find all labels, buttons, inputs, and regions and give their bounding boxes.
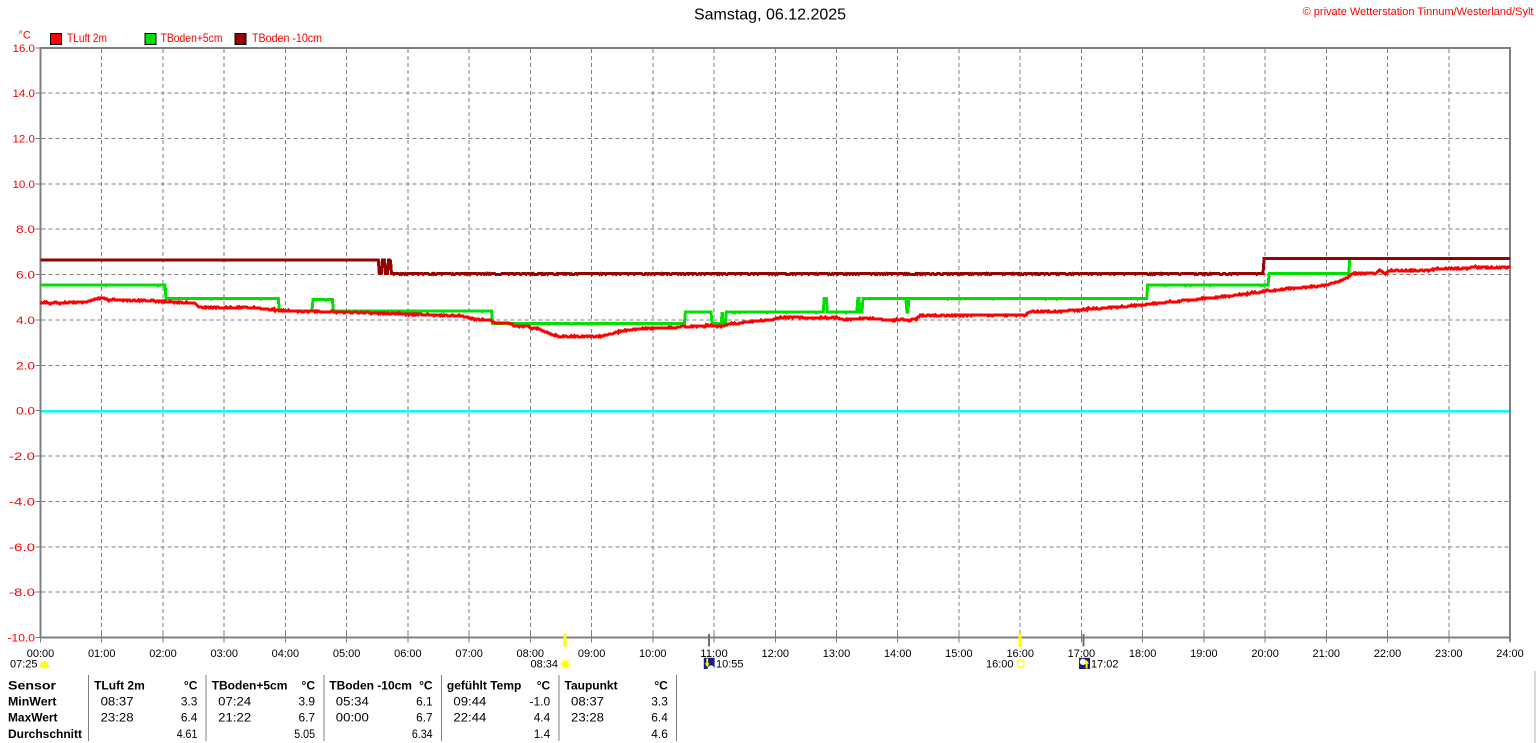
svg-text:18:00: 18:00 — [1129, 648, 1157, 660]
svg-text:4.4: 4.4 — [534, 711, 551, 725]
svg-text:8.0: 8.0 — [16, 224, 35, 236]
svg-text:16:00: 16:00 — [986, 659, 1014, 671]
svg-text:TLuft 2m: TLuft 2m — [94, 678, 145, 692]
svg-text:2.0: 2.0 — [16, 360, 35, 372]
svg-text:16.0: 16.0 — [13, 43, 36, 55]
svg-text:15:00: 15:00 — [945, 648, 973, 660]
svg-text:19:00: 19:00 — [1190, 648, 1218, 660]
svg-text:6.34: 6.34 — [412, 727, 433, 741]
svg-text:07:25: 07:25 — [10, 659, 38, 671]
svg-text:6.4: 6.4 — [651, 711, 668, 725]
svg-text:11:00: 11:00 — [700, 648, 728, 660]
svg-text:08:00: 08:00 — [517, 648, 545, 660]
svg-text:10:00: 10:00 — [639, 648, 667, 660]
svg-text:23:28: 23:28 — [571, 711, 604, 725]
svg-text:3.9: 3.9 — [299, 695, 316, 709]
svg-text:02:00: 02:00 — [149, 648, 177, 660]
svg-text:21:22: 21:22 — [218, 711, 251, 725]
svg-text:TLuft 2m: TLuft 2m — [67, 31, 107, 45]
svg-text:Samstag, 06.12.2025: Samstag, 06.12.2025 — [694, 7, 846, 24]
svg-text:05:34: 05:34 — [336, 695, 369, 709]
svg-text:17:00: 17:00 — [1068, 648, 1096, 660]
svg-text:6.1: 6.1 — [416, 695, 433, 709]
svg-text:TBoden+5cm: TBoden+5cm — [212, 678, 288, 692]
svg-text:13:00: 13:00 — [823, 648, 851, 660]
svg-text:-4.0: -4.0 — [9, 496, 35, 508]
svg-text:© private Wetterstation Tinnum: © private Wetterstation Tinnum/Westerlan… — [1303, 6, 1534, 18]
svg-text:6.0: 6.0 — [16, 270, 35, 282]
svg-text:MinWert: MinWert — [8, 695, 57, 709]
svg-text:12:00: 12:00 — [762, 648, 790, 660]
svg-text:20:00: 20:00 — [1251, 648, 1279, 660]
svg-text:gefühlt Temp: gefühlt Temp — [447, 678, 521, 692]
svg-text:5.05: 5.05 — [294, 727, 315, 741]
svg-text:12.0: 12.0 — [13, 134, 36, 146]
svg-text:17:02: 17:02 — [1091, 659, 1119, 671]
svg-text:°C: °C — [537, 678, 551, 692]
svg-text:23:28: 23:28 — [101, 711, 134, 725]
svg-text:00:00: 00:00 — [336, 711, 369, 725]
svg-text:06:00: 06:00 — [394, 648, 422, 660]
svg-text:TBoden+5cm: TBoden+5cm — [161, 31, 223, 45]
svg-text:4.6: 4.6 — [651, 727, 668, 741]
svg-text:TBoden -10cm: TBoden -10cm — [329, 678, 412, 692]
svg-text:23:00: 23:00 — [1435, 648, 1463, 660]
svg-text:09:44: 09:44 — [453, 695, 486, 709]
svg-text:-6.0: -6.0 — [9, 542, 35, 554]
svg-text:6.7: 6.7 — [416, 711, 433, 725]
svg-text:24:00: 24:00 — [1496, 648, 1524, 660]
svg-text:6.4: 6.4 — [181, 711, 198, 725]
svg-text:-1.0: -1.0 — [530, 695, 551, 709]
svg-text:-2.0: -2.0 — [9, 451, 35, 463]
svg-text:09:00: 09:00 — [578, 648, 606, 660]
svg-text:08:37: 08:37 — [101, 695, 134, 709]
svg-text:°C: °C — [419, 678, 433, 692]
svg-text:07:00: 07:00 — [455, 648, 483, 660]
svg-text:°C: °C — [184, 678, 198, 692]
svg-text:0.0: 0.0 — [16, 406, 35, 418]
svg-text:4.61: 4.61 — [177, 727, 198, 741]
svg-text:21:00: 21:00 — [1313, 648, 1341, 660]
svg-text:3.3: 3.3 — [651, 695, 668, 709]
svg-text:14.0: 14.0 — [13, 88, 36, 100]
svg-text:1.4: 1.4 — [534, 727, 551, 741]
svg-text:3.3: 3.3 — [181, 695, 198, 709]
svg-text:Taupunkt: Taupunkt — [565, 678, 618, 692]
svg-text:08:37: 08:37 — [571, 695, 604, 709]
svg-text:4.0: 4.0 — [16, 315, 35, 327]
svg-text:10.0: 10.0 — [13, 179, 36, 191]
svg-text:TBoden -10cm: TBoden -10cm — [252, 31, 322, 45]
svg-text:°C: °C — [19, 30, 31, 42]
svg-text:°C: °C — [654, 678, 668, 692]
svg-text:MaxWert: MaxWert — [8, 711, 58, 725]
svg-text:00:00: 00:00 — [27, 648, 55, 660]
svg-text:Durchschnitt: Durchschnitt — [8, 727, 82, 741]
svg-text:-8.0: -8.0 — [9, 587, 35, 599]
svg-text:07:24: 07:24 — [218, 695, 251, 709]
svg-text:10:55: 10:55 — [716, 659, 744, 671]
svg-text:14:00: 14:00 — [884, 648, 912, 660]
svg-text:03:00: 03:00 — [210, 648, 238, 660]
svg-text:22:00: 22:00 — [1374, 648, 1402, 660]
svg-text:08:34: 08:34 — [531, 659, 559, 671]
svg-text:Sensor: Sensor — [8, 678, 56, 692]
svg-text:04:00: 04:00 — [272, 648, 300, 660]
svg-text:05:00: 05:00 — [333, 648, 361, 660]
svg-text:01:00: 01:00 — [88, 648, 116, 660]
svg-text:6.7: 6.7 — [299, 711, 316, 725]
svg-text:°C: °C — [302, 678, 316, 692]
svg-text:22:44: 22:44 — [453, 711, 486, 725]
svg-text:16:00: 16:00 — [1006, 648, 1034, 660]
svg-text:-10.0: -10.0 — [8, 633, 36, 645]
